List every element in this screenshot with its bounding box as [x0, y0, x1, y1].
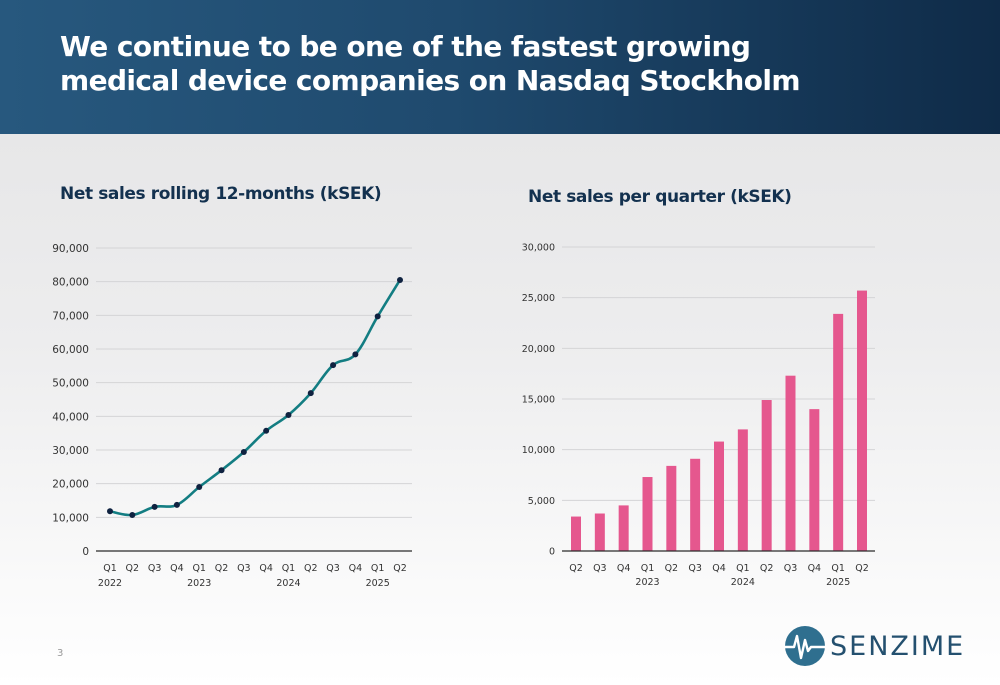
line-chart-x-tick-label: Q2 — [215, 563, 229, 574]
rolling-sales-chart-title: Net sales rolling 12-months (kSEK) — [60, 184, 382, 204]
bar-chart-y-tick-label: 20,000 — [522, 344, 555, 355]
quarterly-sales-chart-title: Net sales per quarter (kSEK) — [528, 187, 792, 207]
quarterly-sales-bar — [833, 313, 844, 551]
bar-chart-y-tick-label: 10,000 — [522, 445, 555, 456]
line-chart-y-tick-label: 70,000 — [52, 310, 89, 322]
bar-chart-x-tick-label: Q1 — [641, 563, 655, 574]
rolling-sales-data-point — [151, 503, 158, 510]
rolling-sales-data-point — [352, 351, 359, 358]
bar-chart-year-label: 2025 — [826, 577, 850, 588]
line-chart-x-tick-label: Q3 — [237, 563, 251, 574]
slide-title: We continue to be one of the fastest gro… — [60, 30, 801, 97]
line-chart-x-tick-label: Q3 — [148, 563, 162, 574]
rolling-sales-data-point — [107, 508, 113, 515]
quarterly-sales-bar — [857, 290, 867, 551]
quarterly-sales-bar — [737, 429, 748, 551]
line-chart-year-label: 2024 — [276, 578, 300, 589]
senzime-logo-text: SENZIME — [830, 631, 966, 662]
line-chart-x-tick-label: Q4 — [170, 563, 184, 574]
line-chart-x-tick-label: Q1 — [103, 563, 117, 574]
bar-chart-y-tick-label: 5,000 — [528, 496, 555, 507]
line-chart-x-tick-label: Q3 — [326, 563, 340, 574]
bar-chart-x-tick-label: Q2 — [760, 563, 774, 574]
bar-chart-x-tick-label: Q3 — [784, 563, 798, 574]
rolling-sales-data-point — [285, 411, 292, 418]
line-chart-year-label: 2025 — [366, 578, 390, 589]
line-chart-x-tick-label: Q2 — [304, 563, 318, 574]
bar-chart-x-tick-label: Q2 — [855, 563, 869, 574]
line-chart-y-tick-label: 20,000 — [52, 479, 89, 491]
senzime-logo: SENZIME — [783, 624, 963, 670]
bar-chart-y-tick-label: 30,000 — [522, 243, 555, 254]
line-chart-y-tick-label: 0 — [82, 546, 89, 558]
quarterly-sales-bar — [690, 458, 701, 551]
line-chart-year-label: 2023 — [187, 578, 211, 589]
line-chart-x-tick-label: Q1 — [371, 563, 385, 574]
line-chart-x-tick-label: Q2 — [393, 563, 407, 574]
quarterly-sales-bar — [809, 409, 820, 551]
bar-chart-y-tick-label: 25,000 — [522, 293, 555, 304]
quarterly-sales-bar — [761, 400, 772, 551]
bar-chart-x-tick-label: Q3 — [688, 563, 702, 574]
bar-chart-x-tick-label: Q2 — [665, 563, 679, 574]
bar-chart-x-tick-label: Q1 — [831, 563, 845, 574]
line-chart-x-tick-label: Q1 — [192, 563, 206, 574]
title-banner: We continue to be one of the fastest gro… — [0, 0, 1000, 134]
bar-chart-y-tick-label: 0 — [549, 547, 555, 558]
rolling-sales-data-point — [397, 276, 403, 283]
line-chart-y-tick-label: 60,000 — [52, 344, 89, 356]
rolling-sales-data-point — [218, 467, 225, 474]
line-chart-x-tick-label: Q4 — [259, 563, 273, 574]
rolling-sales-data-point — [263, 427, 270, 434]
bar-chart-x-tick-label: Q4 — [808, 563, 822, 574]
bar-chart-x-tick-label: Q4 — [712, 563, 726, 574]
quarterly-sales-bar — [571, 516, 581, 551]
bar-chart-x-tick-label: Q2 — [569, 563, 583, 574]
line-chart-x-tick-label: Q1 — [282, 563, 296, 574]
rolling-sales-data-point — [196, 484, 203, 491]
line-chart-y-tick-label: 30,000 — [52, 445, 89, 457]
quarterly-sales-bar — [618, 505, 629, 551]
line-chart-x-tick-label: Q4 — [349, 563, 363, 574]
bar-chart-x-tick-label: Q3 — [593, 563, 607, 574]
line-chart-x-tick-label: Q2 — [126, 563, 140, 574]
rolling-sales-data-point — [307, 390, 314, 397]
bar-chart-x-tick-label: Q1 — [736, 563, 750, 574]
bar-chart-year-label: 2023 — [635, 577, 659, 588]
line-chart-year-label: 2022 — [98, 578, 122, 589]
rolling-sales-data-point — [240, 449, 247, 456]
line-chart-y-tick-label: 90,000 — [52, 243, 89, 255]
bar-chart-x-tick-label: Q4 — [617, 563, 631, 574]
line-chart-y-tick-label: 40,000 — [52, 411, 89, 423]
page-number: 3 — [57, 648, 64, 659]
bar-chart-year-label: 2024 — [731, 577, 755, 588]
rolling-sales-data-point — [374, 313, 381, 320]
senzime-logo-mark — [783, 626, 827, 666]
quarterly-sales-bar — [642, 477, 653, 551]
quarterly-sales-bar — [714, 441, 724, 551]
quarterly-sales-bar — [666, 465, 677, 551]
quarterly-sales-bar — [785, 375, 796, 551]
bar-chart-y-tick-label: 15,000 — [522, 395, 555, 406]
rolling-sales-data-point — [330, 362, 337, 369]
line-chart-y-tick-label: 50,000 — [52, 378, 89, 390]
quarterly-sales-bar — [594, 513, 605, 551]
rolling-sales-data-point — [129, 511, 136, 518]
line-chart-y-tick-label: 10,000 — [52, 512, 89, 524]
line-chart-y-tick-label: 80,000 — [52, 277, 89, 289]
rolling-sales-data-point — [173, 501, 180, 508]
